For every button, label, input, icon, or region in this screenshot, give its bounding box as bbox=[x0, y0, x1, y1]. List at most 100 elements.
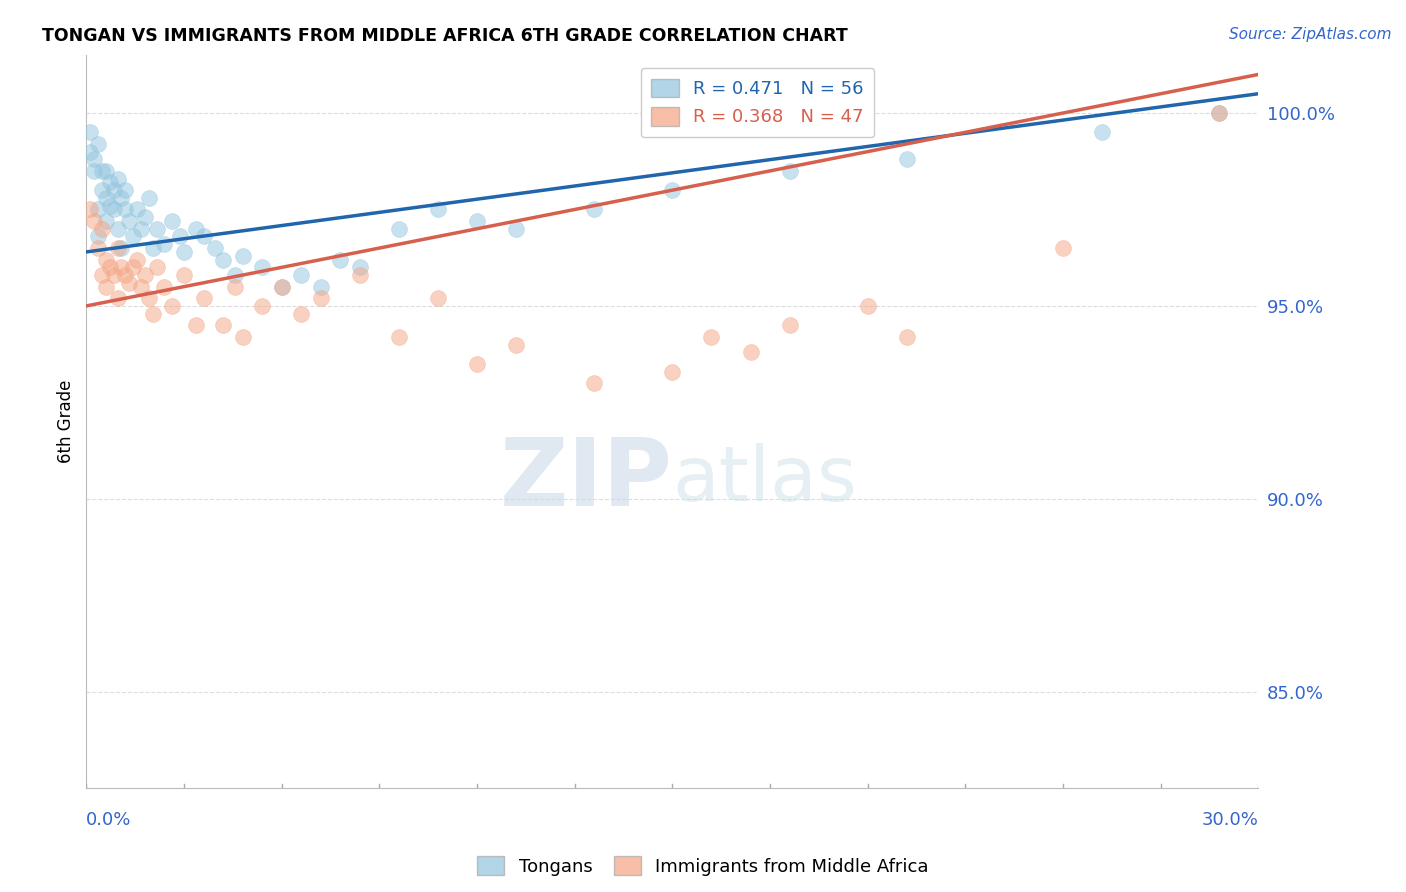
Point bbox=[79, 202, 101, 217]
Text: ZIP: ZIP bbox=[499, 434, 672, 526]
Point bbox=[465, 214, 488, 228]
Point bbox=[87, 229, 110, 244]
Point bbox=[129, 279, 152, 293]
Point bbox=[270, 279, 292, 293]
Point bbox=[505, 221, 527, 235]
Point bbox=[107, 241, 129, 255]
Point bbox=[145, 221, 167, 235]
Point bbox=[896, 330, 918, 344]
Legend: R = 0.471   N = 56, R = 0.368   N = 47: R = 0.471 N = 56, R = 0.368 N = 47 bbox=[641, 68, 875, 137]
Point bbox=[505, 337, 527, 351]
Point bbox=[98, 176, 121, 190]
Point bbox=[142, 307, 165, 321]
Point bbox=[290, 307, 312, 321]
Point bbox=[145, 260, 167, 275]
Point bbox=[107, 171, 129, 186]
Point bbox=[779, 164, 801, 178]
Point bbox=[193, 291, 215, 305]
Point bbox=[184, 318, 207, 333]
Legend: Tongans, Immigrants from Middle Africa: Tongans, Immigrants from Middle Africa bbox=[470, 849, 936, 883]
Point bbox=[856, 299, 879, 313]
Point bbox=[426, 291, 449, 305]
Point bbox=[122, 229, 145, 244]
Point bbox=[118, 214, 141, 228]
Point bbox=[83, 164, 105, 178]
Point bbox=[83, 214, 105, 228]
Point bbox=[583, 202, 606, 217]
Point bbox=[173, 244, 195, 259]
Point bbox=[388, 221, 411, 235]
Point bbox=[232, 249, 254, 263]
Point bbox=[103, 183, 125, 197]
Point bbox=[896, 153, 918, 167]
Point bbox=[134, 268, 156, 282]
Point bbox=[1208, 106, 1230, 120]
Point bbox=[98, 199, 121, 213]
Point bbox=[661, 365, 683, 379]
Point bbox=[129, 221, 152, 235]
Point bbox=[94, 214, 117, 228]
Point bbox=[90, 268, 112, 282]
Point bbox=[162, 214, 184, 228]
Point bbox=[184, 221, 207, 235]
Point bbox=[465, 357, 488, 371]
Point bbox=[90, 183, 112, 197]
Point bbox=[250, 299, 273, 313]
Point bbox=[122, 260, 145, 275]
Point bbox=[107, 221, 129, 235]
Point bbox=[87, 202, 110, 217]
Text: atlas: atlas bbox=[672, 443, 858, 517]
Point bbox=[94, 252, 117, 267]
Point bbox=[232, 330, 254, 344]
Point bbox=[110, 260, 132, 275]
Point bbox=[250, 260, 273, 275]
Point bbox=[114, 183, 136, 197]
Point bbox=[90, 221, 112, 235]
Point bbox=[134, 210, 156, 224]
Point bbox=[153, 237, 176, 252]
Point bbox=[1052, 241, 1074, 255]
Point bbox=[349, 260, 371, 275]
Point bbox=[329, 252, 352, 267]
Point bbox=[107, 291, 129, 305]
Point bbox=[83, 153, 105, 167]
Point bbox=[125, 252, 148, 267]
Point bbox=[114, 202, 136, 217]
Point bbox=[114, 268, 136, 282]
Point bbox=[290, 268, 312, 282]
Point bbox=[270, 279, 292, 293]
Point bbox=[162, 299, 184, 313]
Point bbox=[110, 241, 132, 255]
Point bbox=[173, 268, 195, 282]
Point bbox=[388, 330, 411, 344]
Text: TONGAN VS IMMIGRANTS FROM MIDDLE AFRICA 6TH GRADE CORRELATION CHART: TONGAN VS IMMIGRANTS FROM MIDDLE AFRICA … bbox=[42, 27, 848, 45]
Point bbox=[169, 229, 191, 244]
Point bbox=[118, 276, 141, 290]
Point bbox=[309, 291, 332, 305]
Point bbox=[125, 202, 148, 217]
Point bbox=[224, 279, 246, 293]
Y-axis label: 6th Grade: 6th Grade bbox=[58, 380, 75, 463]
Point bbox=[349, 268, 371, 282]
Point bbox=[1091, 125, 1114, 139]
Point bbox=[426, 202, 449, 217]
Point bbox=[204, 241, 226, 255]
Point bbox=[110, 191, 132, 205]
Point bbox=[90, 164, 112, 178]
Point bbox=[193, 229, 215, 244]
Point bbox=[94, 191, 117, 205]
Point bbox=[583, 376, 606, 390]
Point bbox=[1208, 106, 1230, 120]
Text: 0.0%: 0.0% bbox=[86, 812, 132, 830]
Point bbox=[138, 291, 160, 305]
Point bbox=[103, 202, 125, 217]
Point bbox=[212, 252, 235, 267]
Point bbox=[87, 241, 110, 255]
Point bbox=[224, 268, 246, 282]
Point bbox=[103, 268, 125, 282]
Point bbox=[309, 279, 332, 293]
Point bbox=[138, 191, 160, 205]
Point bbox=[79, 145, 101, 159]
Point bbox=[94, 279, 117, 293]
Point bbox=[94, 164, 117, 178]
